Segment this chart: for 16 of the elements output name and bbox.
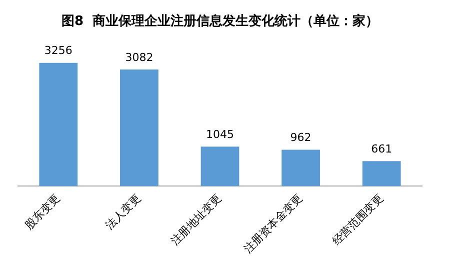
data-label: 3082: [125, 50, 154, 64]
bar: [362, 161, 401, 186]
x-tick-label: 股东变更: [22, 192, 63, 232]
bar: [200, 146, 240, 186]
x-tick-label: 注册资本金变更: [241, 192, 305, 256]
x-tick-label: 法人变更: [103, 192, 144, 232]
x-tick-label: 经营范围变更: [330, 192, 386, 248]
data-label: 1045: [206, 128, 234, 141]
data-label: 661: [371, 142, 392, 156]
bar: [282, 150, 320, 186]
data-label: 3256: [44, 44, 72, 58]
x-tick-label: 注册地址变更: [168, 192, 224, 248]
data-label: 962: [290, 131, 312, 144]
bar: [120, 69, 158, 186]
bar: [39, 62, 78, 186]
chart-title: 图8 商业保理企业注册信息发生变化统计（单位：家）: [61, 13, 379, 30]
